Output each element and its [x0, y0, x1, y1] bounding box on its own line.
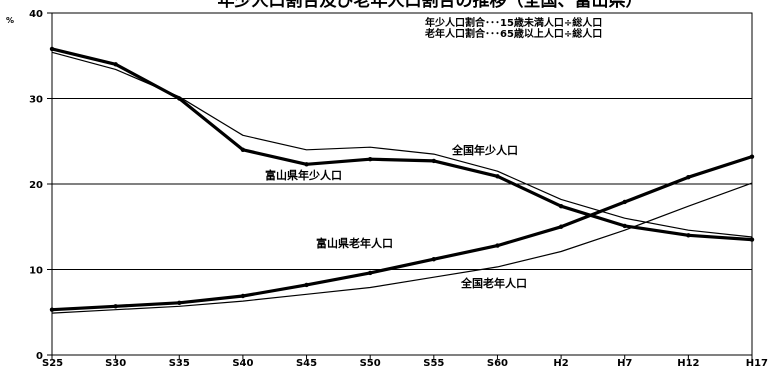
x-tick-label: S45	[296, 358, 317, 369]
data-point	[495, 243, 500, 248]
data-point	[49, 307, 55, 312]
data-point	[367, 270, 373, 276]
data-point	[558, 204, 564, 209]
series-label: 富山県年少人口	[265, 168, 342, 182]
x-tick-label: S55	[423, 358, 444, 369]
grid	[52, 98, 752, 270]
series-group	[49, 46, 755, 314]
legend-note: 老年人口割合･･･65歳以上人口÷総人口	[424, 27, 602, 40]
series-line	[51, 155, 753, 312]
series-line	[51, 51, 753, 238]
data-point	[495, 174, 500, 179]
data-point	[113, 62, 118, 67]
y-tick-label: 30	[29, 95, 43, 106]
y-tick-label: 0	[36, 351, 43, 362]
x-tick-label: S35	[169, 358, 190, 369]
data-point	[431, 257, 437, 262]
x-tick-label: S50	[360, 358, 381, 369]
legend-note: 年少人口割合･･･15歳未満人口÷総人口	[425, 16, 602, 29]
data-point	[622, 223, 627, 229]
y-tick-label: 10	[29, 266, 43, 277]
x-tick-label: S60	[487, 358, 508, 369]
data-point	[240, 293, 246, 299]
data-point	[367, 157, 373, 162]
series-line	[51, 47, 753, 242]
series-line	[51, 182, 753, 314]
y-tick-label: 40	[29, 9, 43, 20]
chart-title: 年少人口割合及び老年人口割合の推移（全国、富山県）	[218, 0, 643, 11]
series-label: 全国老年人口	[460, 276, 527, 290]
x-tick-label: S30	[105, 358, 126, 369]
data-point	[431, 158, 437, 164]
x-tick-label: S40	[232, 358, 253, 369]
data-point	[177, 300, 182, 306]
data-point	[622, 199, 627, 205]
x-tick-label: H7	[617, 358, 632, 369]
data-point	[686, 174, 691, 180]
data-point	[49, 46, 55, 52]
series-label: 富山県老年人口	[316, 236, 393, 250]
x-tick-label: H12	[677, 358, 699, 369]
data-point	[304, 162, 309, 167]
x-axis: S25 S30 S35 S40 S45 S50 S55 S60 H2 H7 H12 H17	[42, 355, 768, 369]
y-axis-unit: %	[6, 16, 14, 25]
x-tick-label: H2	[553, 358, 568, 369]
series-label: 全国年少人口	[451, 143, 518, 157]
data-point	[749, 154, 755, 159]
data-point	[558, 224, 564, 229]
data-point	[686, 233, 691, 238]
x-tick-label: H17	[746, 358, 768, 369]
data-point	[240, 147, 246, 152]
y-axis: 0 10 20 30 40	[29, 9, 52, 362]
data-point	[304, 282, 309, 288]
data-point	[113, 304, 118, 309]
x-tick-label: S25	[42, 358, 63, 369]
data-point	[749, 237, 755, 242]
y-tick-label: 20	[29, 180, 43, 191]
